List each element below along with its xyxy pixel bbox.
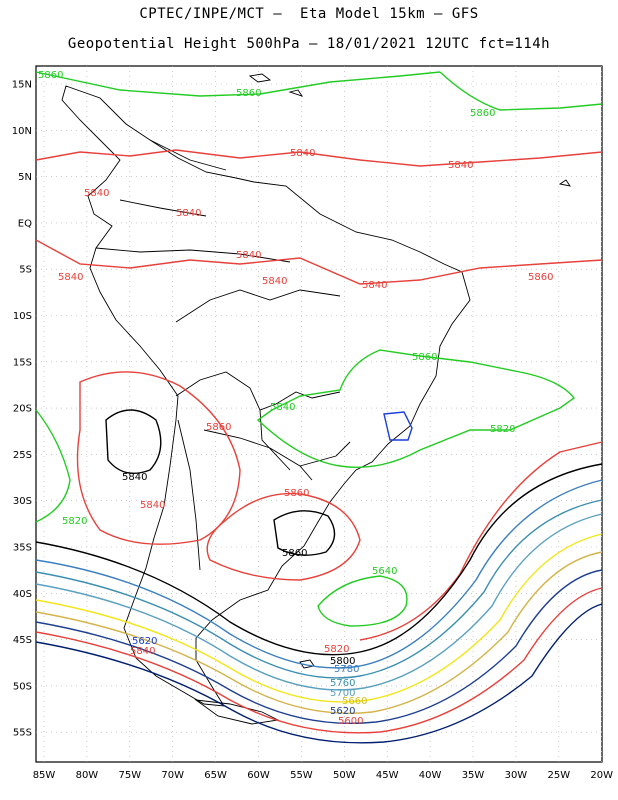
contour-label: 5820: [490, 424, 515, 435]
contour-label: 5860: [236, 88, 261, 99]
contour-label: 5840: [448, 160, 473, 171]
country-borders: [95, 139, 351, 571]
contour-5600-band: [35, 603, 603, 744]
contour-label: 5840: [140, 500, 165, 511]
longitude-tick-label: 70W: [161, 770, 184, 781]
contour-5860-small-blue: [383, 411, 413, 441]
contour-5860-south: [317, 575, 408, 627]
latitude-tick-label: 30S: [13, 496, 32, 507]
contour-label: 5860: [282, 548, 307, 559]
contour-label: 5600: [338, 716, 363, 727]
contour-5780-band: [35, 499, 603, 679]
longitude-tick-label: 75W: [118, 770, 141, 781]
contour-label: 5800: [330, 656, 355, 667]
latitude-tick-label: 10N: [12, 126, 32, 137]
contour-lines: [35, 71, 603, 744]
contour-5620-band: [35, 587, 603, 734]
axis-ticks: 15N 10N 5N EQ 5S 10S 15S 20S 25S 30S 35S 40S 45S 50S 5…: [12, 80, 613, 782]
contour-label: 5760: [330, 678, 355, 689]
latitude-tick-label: 5N: [18, 172, 32, 183]
longitude-tick-label: 30W: [505, 770, 528, 781]
longitude-tick-label: 45W: [376, 770, 399, 781]
coastlines: [61, 73, 571, 725]
contour-label: 5640: [372, 566, 397, 577]
contour-5860-west: [35, 409, 71, 523]
latitude-tick-label: 35S: [13, 543, 32, 554]
longitude-tick-label: 60W: [247, 770, 270, 781]
contour-label: 5840: [176, 208, 201, 219]
contour-label: 5620: [330, 706, 355, 717]
contour-label: 5840: [130, 646, 155, 657]
plot-frame: [35, 65, 603, 763]
contour-label: 5840: [122, 472, 147, 483]
south-america-coastline: [61, 85, 471, 707]
contour-label: 5840: [362, 280, 387, 291]
longitude-tick-label: 50W: [333, 770, 356, 781]
contour-label: 5840: [58, 272, 83, 283]
contour-label: 5700: [330, 688, 355, 699]
latitude-tick-label: 10S: [13, 311, 32, 322]
contour-label: 5840: [84, 188, 109, 199]
contour-label: 5820: [62, 516, 87, 527]
contour-labels: 5860 5860 5860 5840 5840 5840 5840 5840 …: [38, 70, 553, 727]
longitude-tick-label: 65W: [204, 770, 227, 781]
contour-5820-west: [105, 409, 162, 474]
latitude-tick-label: 40S: [13, 589, 32, 600]
latitude-tick-label: 15S: [13, 357, 32, 368]
contour-label: 5660: [342, 696, 367, 707]
latitude-tick-label: 20S: [13, 404, 32, 415]
contour-5860-north: [35, 71, 603, 111]
contour-5840-equator: [35, 239, 603, 285]
longitude-tick-label: 80W: [76, 770, 99, 781]
contour-5820-band: [35, 463, 603, 656]
contour-5840-south-low: [206, 492, 361, 581]
contour-5800-band: [35, 479, 603, 669]
contour-label: 5840: [236, 250, 261, 261]
latitude-tick-label: 45S: [13, 635, 32, 646]
contour-5820-south-low: [273, 510, 336, 556]
contour-label: 5860: [528, 272, 553, 283]
longitude-tick-label: 25W: [547, 770, 570, 781]
contour-5840-west-high: [76, 371, 241, 545]
contour-label: 5620: [132, 636, 157, 647]
contour-5700-band: [35, 533, 603, 703]
longitude-tick-label: 85W: [33, 770, 56, 781]
contour-label: 5860: [470, 108, 495, 119]
contour-5660-band: [35, 569, 603, 725]
map-subtitle: Geopotential Height 500hPa – 18/01/2021 …: [67, 36, 551, 52]
longitude-tick-label: 35W: [462, 770, 485, 781]
caribbean-islands: [248, 73, 571, 187]
latitude-tick-label: 55S: [13, 728, 32, 739]
map-title: CPTEC/INPE/MCT – Eta Model 15km – GFS: [139, 6, 479, 22]
contour-label: 5780: [334, 664, 359, 675]
contour-5840-north: [35, 149, 603, 167]
latitude-tick-label: 50S: [13, 681, 32, 692]
contour-5860-central: [256, 349, 576, 468]
contour-5680-band: [35, 551, 603, 714]
longitude-tick-label: 20W: [590, 770, 613, 781]
latitude-tick-label: 5S: [19, 265, 32, 276]
contour-label: 5840: [262, 276, 287, 287]
contour-label: 5840: [270, 402, 295, 413]
contour-5840-east: [359, 441, 603, 641]
longitude-tick-label: 55W: [290, 770, 313, 781]
contour-label: 5840: [290, 148, 315, 159]
latitude-tick-label: 15N: [12, 80, 32, 91]
longitude-tick-label: 40W: [419, 770, 442, 781]
contour-label: 5860: [284, 488, 309, 499]
contour-label: 5820: [324, 644, 349, 655]
contour-label: 5860: [206, 422, 231, 433]
latitude-tick-label: 25S: [13, 450, 32, 461]
contour-label: 5860: [412, 352, 437, 363]
latitude-tick-label: EQ: [18, 218, 32, 229]
contour-label: 5860: [38, 70, 63, 81]
contour-5760-band: [35, 513, 603, 691]
